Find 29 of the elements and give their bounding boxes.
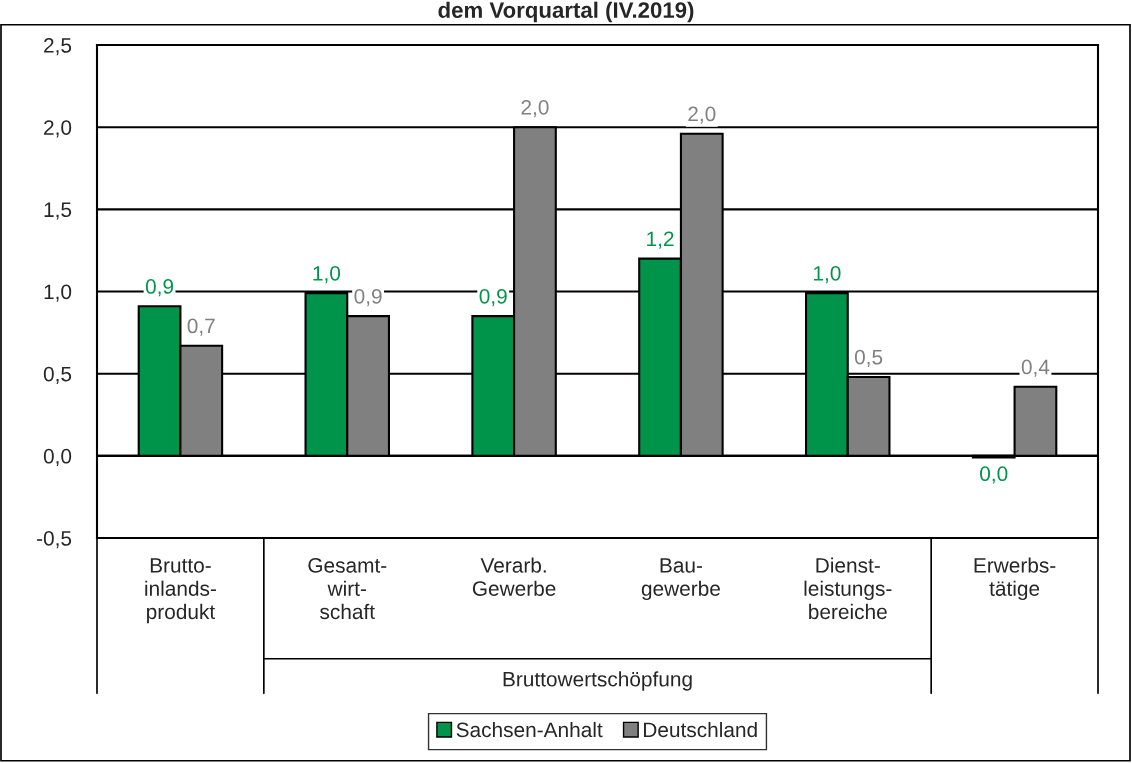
x-tick-label: Erwerbs- tätige (974, 557, 1056, 601)
x-tick-label: Verarb. Gewerbe (472, 557, 556, 596)
text: Bruttowertschöpfung (503, 671, 692, 691)
data-label: 1,2 (647, 231, 674, 249)
data-label: 0,5 (854, 349, 883, 367)
y-tick-label: -0,5 (37, 531, 72, 549)
data-label: 0,4 (1021, 359, 1050, 377)
data-label: 1,0 (814, 265, 841, 284)
legend-label: Sachsen-Anhalt (456, 721, 603, 738)
x-tick-label: Brutto- inlands- produkt (145, 558, 216, 624)
x-tick-label: Gesamt- wirt- schaft (308, 557, 387, 620)
y-tick-label: 1,5 (44, 202, 72, 220)
chart-title: dem Vorquartal (IV.2019) (438, 1, 694, 23)
data-label: 2,0 (688, 106, 716, 124)
data-label: 0,0 (980, 466, 1008, 484)
data-label: 1,0 (313, 265, 341, 284)
data-label: 0,9 (354, 288, 382, 307)
data-label: 2,0 (521, 99, 549, 118)
data-label: 0,7 (187, 318, 215, 336)
y-tick-label: 2,5 (44, 38, 72, 56)
y-tick-label: 1,0 (44, 284, 72, 302)
data-label: 0,9 (479, 288, 507, 307)
y-tick-label: 0,0 (43, 448, 72, 467)
legend-label: Deutschland (644, 721, 757, 738)
x-tick-label: Dienst- leistungs- bereiche (804, 557, 892, 620)
y-tick-label: 0,5 (43, 366, 72, 384)
x-tick-label: Bau- gewerbe (641, 558, 720, 601)
y-tick-label: 2,0 (44, 120, 72, 138)
data-label: 0,9 (145, 279, 174, 297)
